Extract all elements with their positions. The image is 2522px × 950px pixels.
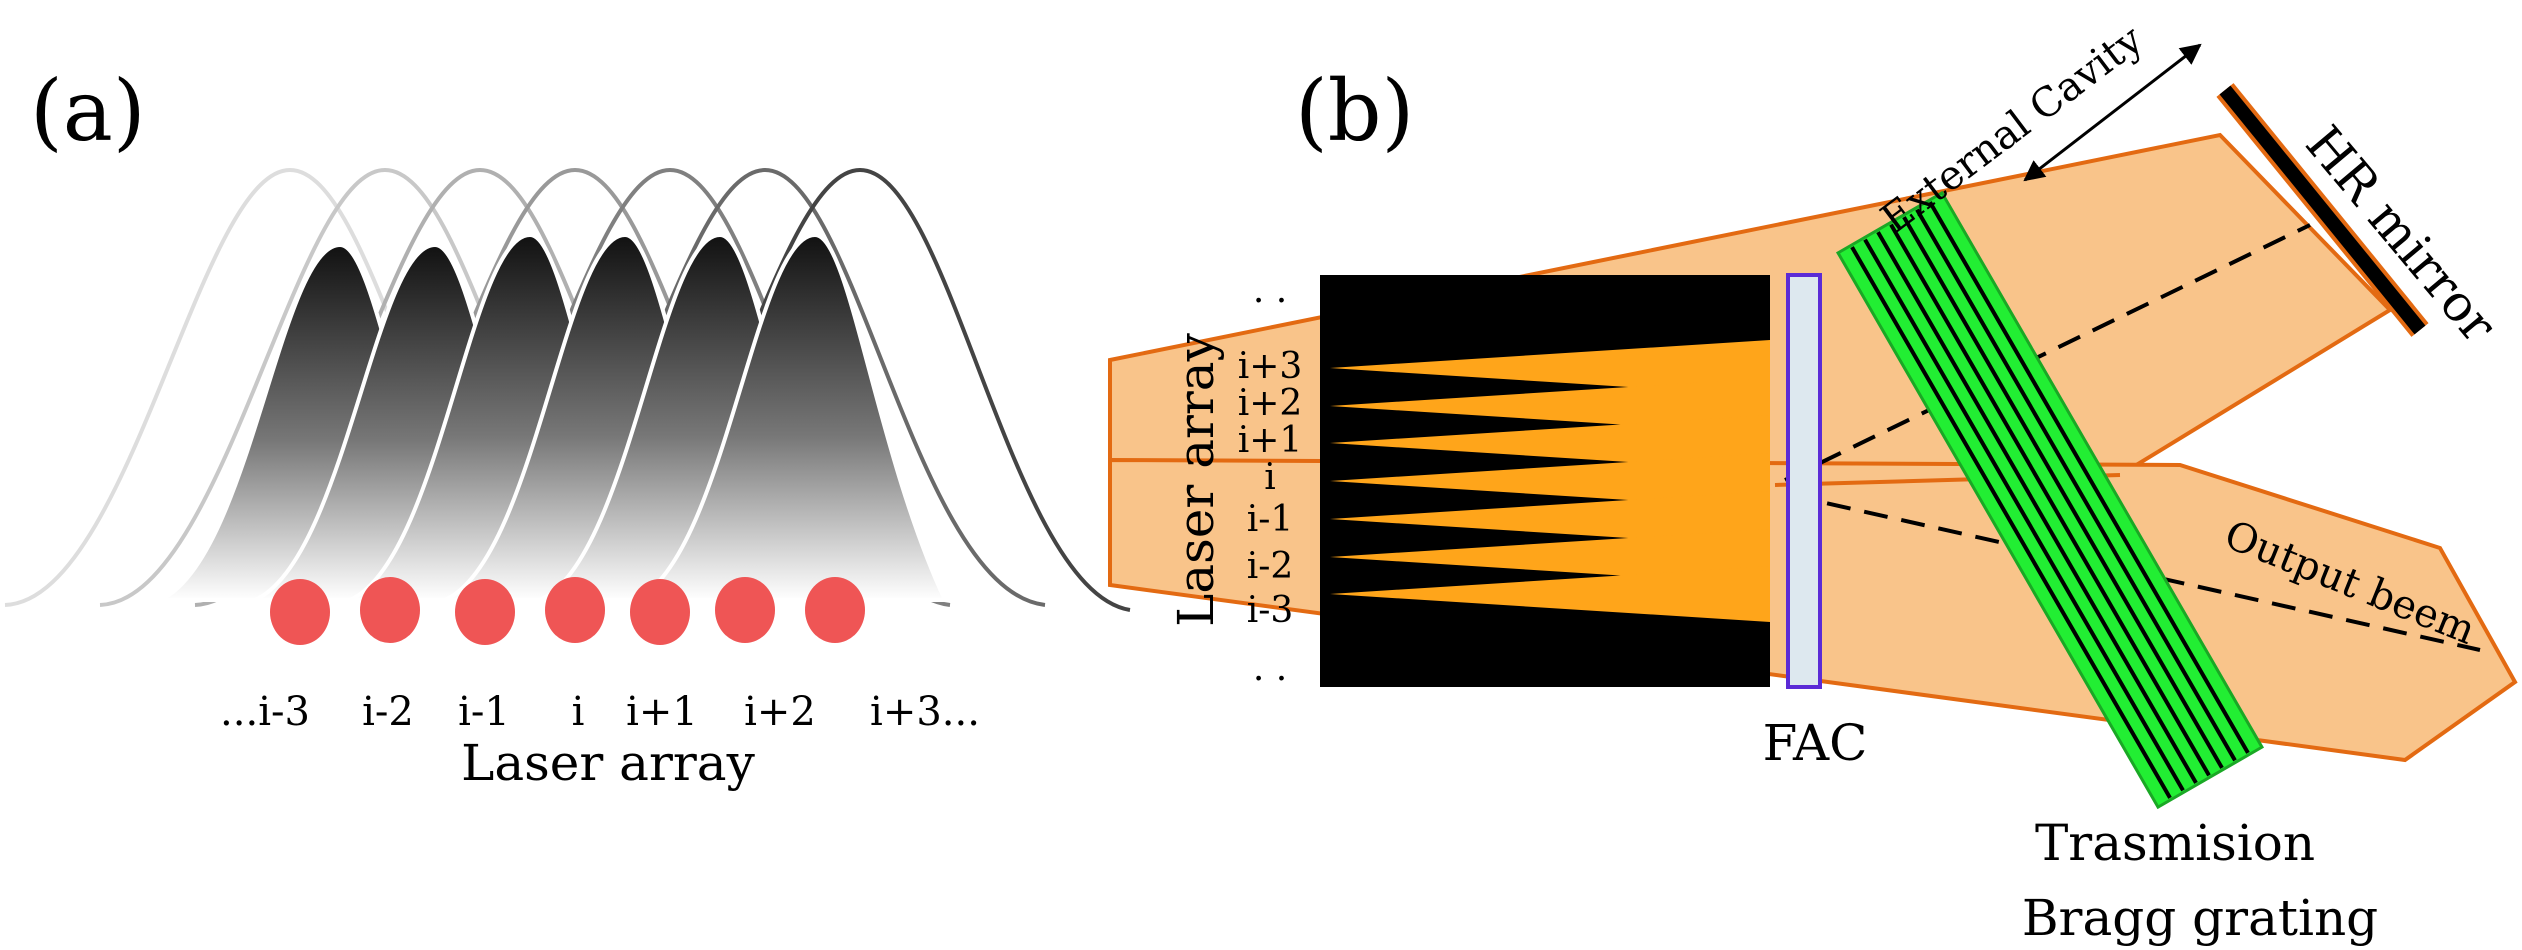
emitter-label: . . [1253,270,1287,311]
emitter-beam [1330,529,1770,585]
emitter-label: i [572,689,585,735]
narrow-peak [634,232,949,602]
panel-a-emitter-labels: ...i-3 i-2 i-1 i i+1 i+2 i+3... [220,689,980,735]
emitter-label: i-2 [362,689,414,735]
emitter-label: . . [1253,648,1287,689]
emitter-beam [1330,566,1770,622]
laser-array-vertical-label: Laser array [1167,332,1225,626]
emitter-spot [360,577,420,643]
emitter-label: i+3 [1238,346,1303,387]
fac-lens [1786,273,1822,689]
cavity-centerline [1784,223,2311,482]
emitter-label: i+2 [744,689,816,735]
external-cavity-arrow [2023,43,2202,182]
emitter-spot [455,579,515,645]
grating-line [1902,216,2224,769]
emitter-beam [1330,340,1770,396]
panel-a: (a) [4,62,1131,792]
emitter-label: i+1 [1238,420,1303,461]
grating-line [1928,201,2250,754]
fac-label: FAC [1763,714,1868,772]
emitter-label: i+2 [1238,383,1303,424]
emitter-beam [1330,453,1770,509]
grating-line [1863,238,2185,792]
emitter-spot [715,577,775,643]
hr-mirror-surface [2219,85,2426,335]
emitter-beam [1330,491,1770,547]
laser-array-block [1320,275,1770,687]
emitter-label: i-3 [1247,590,1294,631]
emitter-beam [1330,378,1770,434]
emitter-label: i [1264,457,1276,498]
grating-line [1850,246,2172,799]
emitter-triangles [1330,340,1770,622]
panel-a-caption: Laser array [461,734,755,792]
bragg-grating [1835,190,2265,810]
emitter-spots [270,577,865,645]
panel-a-label: (a) [30,62,146,160]
emitter-beam [1330,415,1770,471]
grating-line [1915,208,2237,762]
narrow-peaks [159,232,949,602]
emitter-spot [630,579,690,645]
hr-mirror [2216,83,2429,337]
emitter-label: i-1 [1247,499,1294,540]
emitter-label: i-2 [1247,546,1294,587]
emitter-label: ...i-3 [220,689,310,735]
panel-b: (b) Laser a [1108,16,2518,947]
panel-b-emitter-labels: . . i+3 i+2 i+1 i i-1 i-2 i-3 . . [1238,270,1303,689]
emitter-spot [545,577,605,643]
emitter-label: i+3... [870,689,980,735]
grating-label-line2: Bragg grating [2022,889,2378,947]
grating-line [1889,223,2211,777]
grating-line [1876,231,2198,784]
emitter-label: i-1 [458,689,510,735]
emitter-spot [805,577,865,643]
emitter-label: i+1 [626,689,698,735]
grating-label-line1: Trasmision [2035,814,2315,872]
emitter-spot [270,579,330,645]
panel-b-label: (b) [1295,62,1414,160]
